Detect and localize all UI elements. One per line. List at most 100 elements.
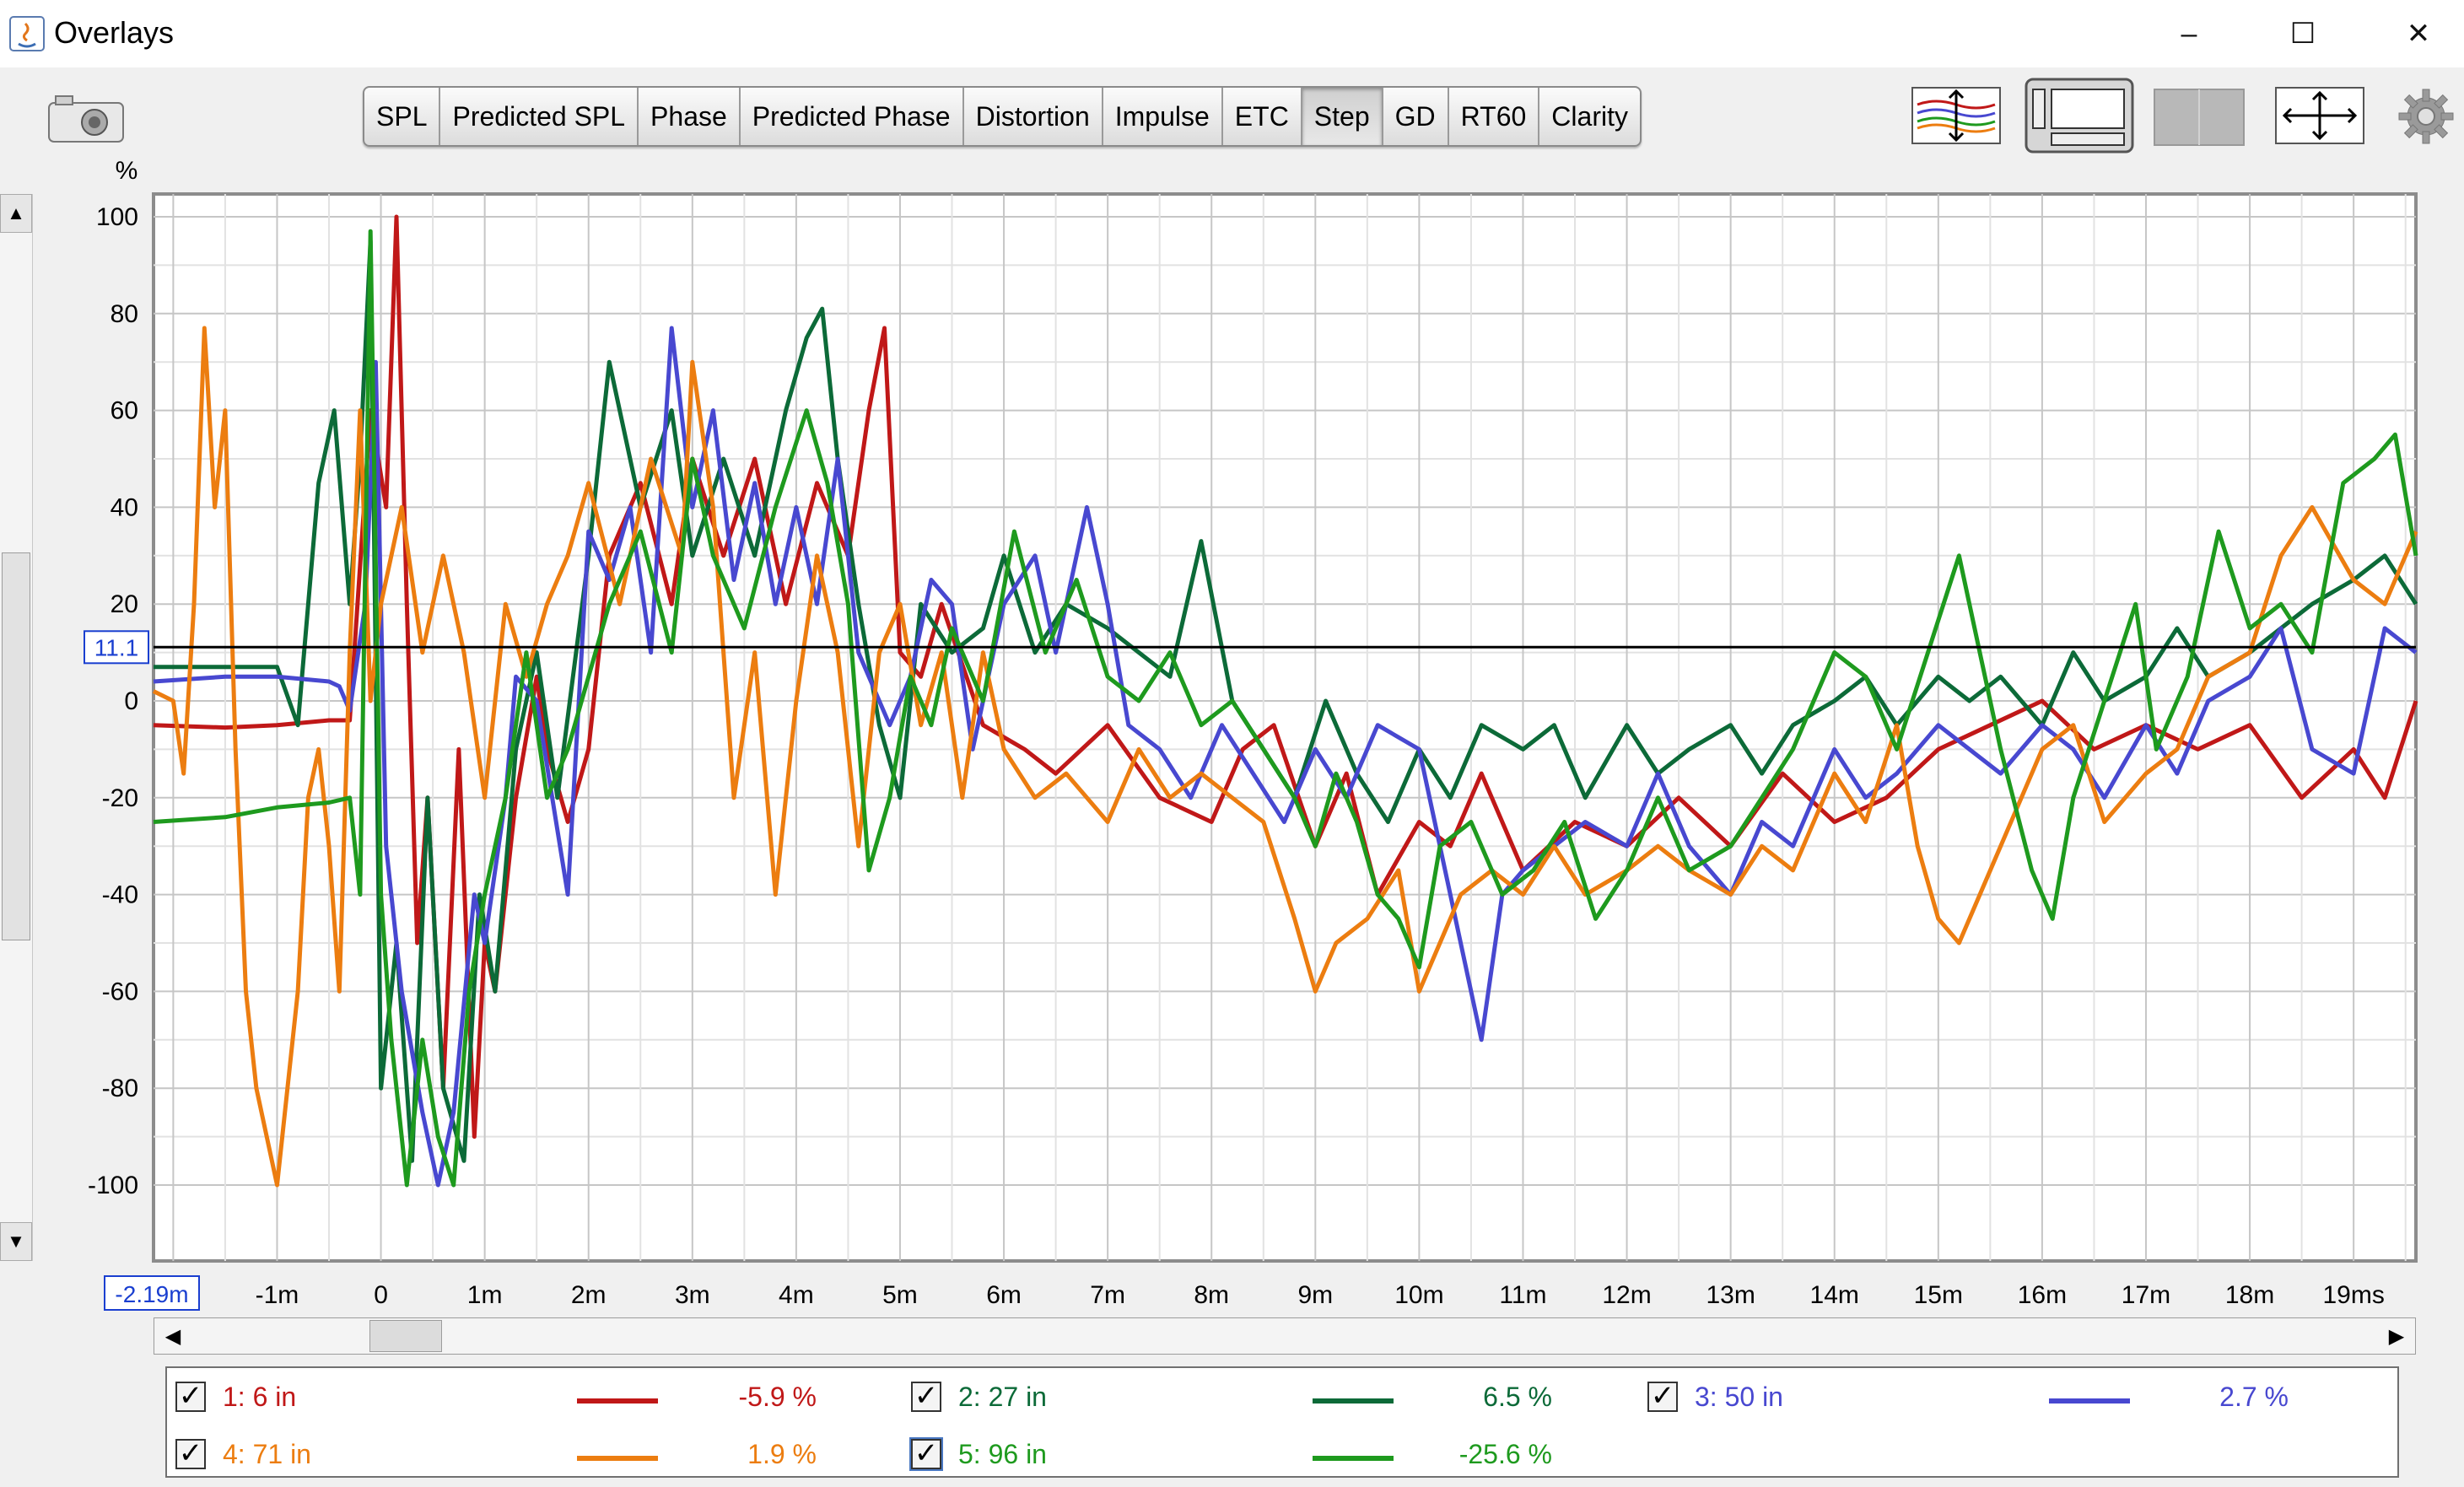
tab-distortion[interactable]: Distortion	[964, 88, 1103, 145]
x-tick-label: 16m	[2018, 1281, 2067, 1309]
x-cursor-value: -2.19m	[115, 1281, 188, 1307]
legend-checkbox[interactable]: ✓	[175, 1382, 206, 1412]
x-tick-label: 13m	[1706, 1281, 1755, 1309]
y-tick-label: -40	[102, 881, 138, 909]
x-tick-label: 2m	[571, 1281, 607, 1309]
zoom-fit-icon[interactable]	[2274, 86, 2365, 145]
step-response-chart[interactable]: % 100 80 60 40 20 0 -20 -40 -60 -80 -100 -1m 0 1m 2m 3…	[0, 152, 2464, 1316]
x-tick-label: 17m	[2122, 1281, 2170, 1309]
legend-checkbox[interactable]: ✓	[1647, 1382, 1678, 1412]
x-tick-label: 18m	[2225, 1281, 2274, 1309]
trace-series-4[interactable]	[152, 326, 2418, 1188]
tab-step[interactable]: Step	[1302, 88, 1383, 145]
title-bar: Overlays – ☐ ✕	[0, 0, 2464, 67]
x-tick-label: 10m	[1394, 1281, 1443, 1309]
y-tick-label: 0	[124, 687, 138, 715]
scroll-right-arrow-icon[interactable]: ▶	[2388, 1324, 2405, 1348]
legend-item-3[interactable]: ✓ 3: 50 in 2.7 %	[1639, 1377, 2356, 1420]
tab-gd[interactable]: GD	[1383, 88, 1449, 145]
x-tick-label: 8m	[1194, 1281, 1229, 1309]
trace-series-5[interactable]	[153, 229, 2418, 1188]
legend-name: 1: 6 in	[223, 1382, 297, 1412]
y-tick-label: -80	[102, 1075, 138, 1102]
legend-value: 2.7 %	[2219, 1382, 2289, 1412]
traces	[152, 214, 2418, 1188]
x-tick-label: 7m	[1090, 1281, 1125, 1309]
horizontal-scrollbar[interactable]: ◀ ▶	[154, 1317, 2416, 1355]
x-tick-label: 3m	[675, 1281, 710, 1309]
y-unit-label: %	[116, 157, 138, 185]
y-axis-ticks: 100 80 60 40 20 0 -20 -40 -60 -80 -100	[88, 203, 138, 1199]
java-app-icon	[9, 16, 45, 51]
minimize-button[interactable]: –	[2181, 17, 2197, 50]
camera-icon[interactable]	[47, 93, 125, 143]
x-tick-label: 1m	[467, 1281, 503, 1309]
tab-impulse[interactable]: Impulse	[1103, 88, 1223, 145]
tab-rt60[interactable]: RT60	[1449, 88, 1540, 145]
legend-name: 3: 50 in	[1695, 1382, 1783, 1412]
scroll-down-arrow-icon[interactable]: ▼	[0, 1222, 32, 1261]
grid	[154, 194, 2416, 1261]
legend-checkbox[interactable]: ✓	[911, 1382, 941, 1412]
tab-etc[interactable]: ETC	[1223, 88, 1302, 145]
x-tick-label: 4m	[779, 1281, 814, 1309]
tab-predicted-spl[interactable]: Predicted SPL	[440, 88, 639, 145]
legend-item-5[interactable]: ✓ 5: 96 in -25.6 %	[903, 1434, 1620, 1478]
legend-item-4[interactable]: ✓ 4: 71 in 1.9 %	[167, 1434, 884, 1478]
cursor-value-box: 11.1	[84, 630, 149, 665]
legend-value: -25.6 %	[1458, 1439, 1552, 1469]
x-tick-label: 0	[374, 1281, 388, 1309]
layout-icon[interactable]	[2025, 78, 2134, 154]
legend-value: 1.9 %	[747, 1439, 817, 1469]
x-tick-label: 5m	[882, 1281, 918, 1309]
y-tick-label: 80	[111, 300, 138, 328]
maximize-button[interactable]: ☐	[2289, 18, 2316, 50]
x-axis-ticks: -1m 0 1m 2m 3m 4m 5m 6m 7m 8m 9m 10m 11m 12m 13m 14m 15m…	[256, 1281, 2385, 1309]
x-tick-label: 14m	[1810, 1281, 1859, 1309]
y-tick-label: 60	[111, 397, 138, 425]
y-tick-label: -100	[88, 1172, 138, 1199]
settings-gear-icon[interactable]	[2397, 88, 2455, 145]
legend-name: 2: 27 in	[958, 1382, 1047, 1412]
scroll-up-arrow-icon[interactable]: ▲	[0, 194, 32, 233]
y-tick-label: -60	[102, 978, 138, 1005]
close-button[interactable]: ✕	[2406, 18, 2431, 50]
y-tick-label: 100	[96, 203, 138, 231]
layout-grid-icon[interactable]	[2153, 88, 2246, 147]
tab-phase[interactable]: Phase	[639, 88, 741, 145]
legend-checkbox[interactable]: ✓	[175, 1439, 206, 1469]
graph-type-tabs: SPL Predicted SPL Phase Predicted Phase Dist…	[363, 86, 1642, 147]
y-tick-label: -20	[102, 784, 138, 812]
legend-name: 4: 71 in	[223, 1439, 311, 1469]
x-tick-label: 6m	[986, 1281, 1022, 1309]
trace-series-1[interactable]	[153, 214, 2418, 1139]
cursor-value: 11.1	[94, 634, 138, 660]
arrange-traces-icon[interactable]	[1911, 86, 2002, 145]
trace-series-3[interactable]	[153, 326, 2418, 1188]
legend-line-swatch	[1313, 1398, 1394, 1403]
trace-legend: ✓ 1: 6 in -5.9 % ✓ 2: 27 in 6.5 % ✓ 3: 5…	[165, 1366, 2399, 1478]
x-tick-label: 15m	[1914, 1281, 1963, 1309]
legend-value: 6.5 %	[1483, 1382, 1552, 1412]
legend-checkbox[interactable]: ✓	[909, 1437, 943, 1471]
vertical-scrollbar[interactable]: ▲ ▼	[0, 194, 33, 1261]
tab-clarity[interactable]: Clarity	[1551, 100, 1628, 132]
x-tick-label: 11m	[1499, 1281, 1546, 1309]
legend-line-swatch	[2049, 1398, 2130, 1403]
vertical-scroll-thumb[interactable]	[2, 552, 30, 940]
legend-item-1[interactable]: ✓ 1: 6 in -5.9 %	[167, 1377, 884, 1420]
horizontal-scroll-thumb[interactable]	[369, 1320, 442, 1352]
legend-line-swatch	[577, 1456, 658, 1461]
x-tick-label: 9m	[1297, 1281, 1333, 1309]
y-tick-label: 20	[111, 590, 138, 618]
tab-spl[interactable]: SPL	[364, 88, 441, 145]
x-cursor-value-box: -2.19m	[104, 1275, 200, 1311]
tab-predicted-phase[interactable]: Predicted Phase	[741, 88, 964, 145]
x-tick-label: 19ms	[2322, 1281, 2384, 1309]
legend-line-swatch	[577, 1398, 658, 1403]
legend-value: -5.9 %	[738, 1382, 817, 1412]
legend-item-2[interactable]: ✓ 2: 27 in 6.5 %	[903, 1377, 1620, 1420]
y-tick-label: 40	[111, 493, 138, 521]
legend-name: 5: 96 in	[958, 1439, 1047, 1469]
scroll-left-arrow-icon[interactable]: ◀	[164, 1324, 181, 1348]
